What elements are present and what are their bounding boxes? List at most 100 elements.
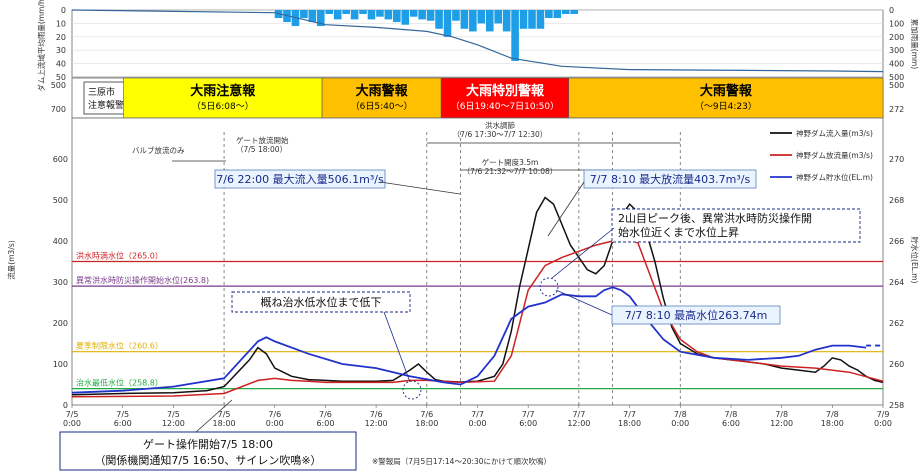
warn-right-tick: 272: [889, 105, 904, 114]
gate-open-label: ゲート開度3.5m: [482, 157, 539, 167]
rain-bar: [460, 10, 469, 29]
legend-label: 神野ダム流入量(m3/s): [796, 128, 873, 138]
flood-control-label: 洪水調節: [485, 120, 515, 130]
x-tick-date: 7/6: [370, 410, 383, 419]
x-tick-time: 6:00: [722, 419, 740, 428]
warning-title: 大雨注意報: [190, 83, 256, 99]
rain-bar: [325, 10, 334, 15]
rain-bar: [359, 10, 367, 15]
rain-bar: [367, 10, 376, 20]
x-tick-time: 6:00: [519, 419, 537, 428]
x-tick-date: 7/7: [623, 410, 636, 419]
level-tick: 260: [889, 360, 904, 369]
x-tick-time: 0:00: [874, 419, 892, 428]
rain-bar: [376, 10, 384, 17]
rain-right-tick: 400: [889, 60, 904, 69]
warning-title: 大雨特別警報: [466, 83, 545, 99]
warning-note: ※警報局（7月5日17:14～20:30にかけて順次吹鳴）: [372, 456, 551, 466]
flow-tick: 400: [53, 237, 68, 246]
pointer: [551, 227, 615, 279]
max-inflow-label: 7/6 22:00 最大流入量506.1m³/s: [216, 172, 384, 186]
low-level-label: 概ね治水低水位まで低下: [261, 295, 382, 309]
flow-axis-label: 流量(m3/s): [6, 240, 16, 279]
level-tick: 266: [889, 237, 904, 246]
rain-bar: [494, 10, 502, 24]
rain-right-tick: 200: [889, 33, 904, 42]
warning-sub: （～9日4:23）: [695, 101, 757, 112]
rain-bar: [502, 10, 511, 32]
x-tick-date: 7/5: [66, 410, 79, 419]
rain-bar: [426, 10, 435, 21]
x-tick-date: 7/5: [167, 410, 180, 419]
x-tick-time: 6:00: [316, 419, 334, 428]
level-line-label: 治水最低水位（258.8）: [76, 378, 163, 388]
x-tick-time: 18:00: [821, 419, 844, 428]
gate-op-box: [59, 431, 357, 471]
level-axis-label: 貯水位(EL.m): [910, 237, 920, 284]
x-tick-date: 7/5: [116, 410, 129, 419]
x-tick-date: 7/8: [725, 410, 738, 419]
rain-bar: [469, 10, 477, 32]
max-inflow-box: [214, 169, 386, 189]
series-line: [71, 196, 884, 396]
rain-bar: [316, 10, 325, 27]
x-tick-time: 12:00: [567, 419, 590, 428]
x-tick-time: 6:00: [114, 419, 132, 428]
rain-left-label: ダム上流域平均雨量(mm/h): [36, 0, 46, 92]
rain-bar: [536, 10, 545, 29]
low-level-box: [231, 291, 411, 313]
pointer: [547, 181, 585, 237]
rain-bar: [384, 10, 393, 20]
x-tick-time: 12:00: [770, 419, 793, 428]
x-tick-time: 18:00: [213, 419, 236, 428]
warn-left-tick: 700: [51, 105, 66, 114]
rain-right-tick: 0: [889, 6, 894, 15]
x-tick-time: 0:00: [671, 419, 689, 428]
valve-label: バルブ放流のみ: [132, 145, 185, 155]
level-line-label: 洪水時満水位（265.0）: [76, 251, 163, 261]
x-tick-time: 0:00: [469, 419, 487, 428]
peak2-box: [611, 208, 861, 243]
x-tick-time: 0:00: [266, 419, 284, 428]
flow-tick: 600: [53, 155, 68, 164]
rain-bar: [308, 10, 317, 23]
rain-bar: [418, 10, 426, 20]
rain-bar: [553, 10, 562, 19]
x-tick-time: 12:00: [162, 419, 185, 428]
warning-band: [123, 77, 323, 119]
rain-left-tick: 10: [56, 19, 66, 28]
series-line: [71, 286, 867, 394]
pointer: [195, 399, 233, 433]
x-tick-date: 7/8: [775, 410, 788, 419]
flood-control-time: （7/6 17:30～7/7 12:30）: [453, 130, 548, 139]
warn-left-tick: 500: [51, 81, 66, 90]
pointer: [383, 311, 411, 383]
cumulative-rain-line: [71, 9, 884, 73]
rain-bar: [477, 10, 486, 24]
peak2-line2: 始水位近くまで水位上昇: [618, 225, 739, 239]
warn-right-tick: 500: [889, 81, 904, 90]
peak-circle: [539, 277, 559, 297]
rain-bar: [545, 10, 553, 19]
rain-bar: [393, 10, 401, 23]
warning-title: 大雨警報: [356, 83, 409, 99]
rain-bar: [401, 10, 410, 25]
x-tick-time: 0:00: [63, 419, 81, 428]
level-line-label: 異常洪水時防災操作開始水位(263.8): [76, 275, 209, 285]
gate-start-time: （7/5 18:00）: [236, 145, 287, 154]
peak2-line1: 2山目ピーク後、異常洪水時防災操作開: [618, 211, 812, 225]
level-tick: 264: [889, 278, 904, 287]
rain-bar: [409, 10, 418, 17]
rain-right-label: 累加雨量(mm): [910, 19, 920, 70]
warning-sub: （5日6:08～）: [192, 101, 254, 112]
rain-bar: [350, 10, 359, 20]
x-tick-date: 7/6: [268, 410, 281, 419]
x-tick-date: 7/7: [522, 410, 535, 419]
x-tick-time: 18:00: [618, 419, 641, 428]
rain-bar: [561, 10, 570, 15]
x-tick-date: 7/7: [471, 410, 484, 419]
x-tick-date: 7/7: [572, 410, 585, 419]
flow-tick: 0: [63, 401, 68, 410]
low-circle: [402, 380, 422, 400]
